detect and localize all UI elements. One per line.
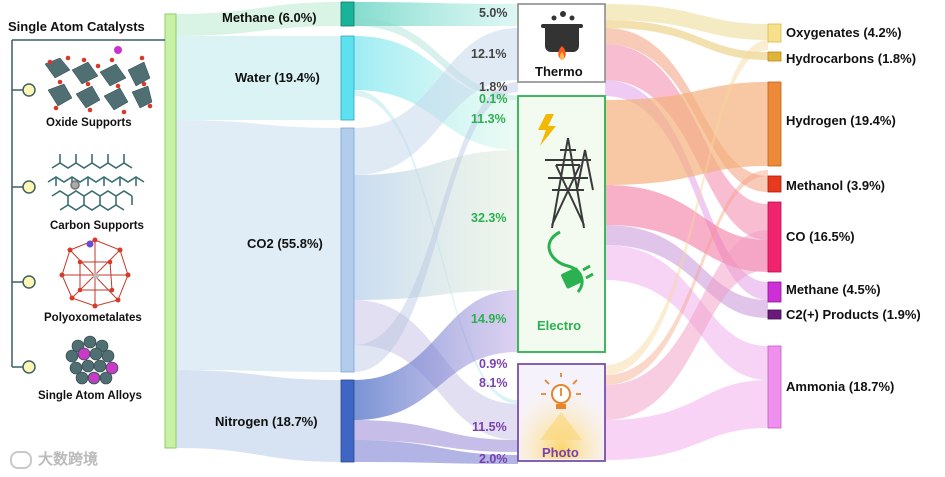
reactant-label-nitrogen: Nitrogen (18.7%) — [215, 414, 318, 429]
polyoxometalates-icon — [59, 237, 131, 309]
thermo-box — [517, 3, 606, 83]
flow-label-thermo: 12.1% — [471, 47, 507, 61]
node-methanol — [767, 175, 782, 193]
electro-box — [517, 95, 606, 353]
support-label-polyoxometalates: Polyoxometalates — [44, 312, 142, 324]
catalysis-label-electro: Electro — [537, 318, 582, 333]
source-flows — [176, 2, 341, 462]
node-ammonia — [767, 345, 782, 429]
single-atom-alloys-icon — [65, 335, 119, 385]
node-hydrocarbons — [767, 51, 782, 62]
catalysis-label-thermo: Thermo — [535, 64, 583, 79]
product-label-hydrogen: Hydrogen (19.4%) — [786, 113, 896, 128]
node-water — [340, 35, 355, 121]
plug-icon — [561, 264, 594, 289]
node-nitrogen — [340, 379, 355, 463]
flow-label-photo: 8.1% — [479, 376, 508, 390]
node-co — [767, 201, 782, 273]
support-label-alloys: Single Atom Alloys — [38, 390, 142, 402]
tree-node-icon — [22, 83, 36, 97]
product-label-methanol: Methanol (3.9%) — [786, 178, 885, 193]
flow-label-photo: 2.0% — [479, 452, 508, 466]
node-hydrogen — [767, 81, 782, 167]
flow-label-electro: 32.3% — [471, 211, 507, 225]
node-c2-products — [767, 309, 782, 320]
reactant-label-co2: CO2 (55.8%) — [247, 236, 323, 251]
product-label-hydrocarbons: Hydrocarbons (1.8%) — [786, 51, 917, 66]
watermark-logo-icon — [10, 451, 32, 470]
node-co2 — [340, 127, 355, 373]
catalysis-product-flows — [605, 4, 768, 460]
flow-label-thermo: 1.8% — [479, 80, 508, 94]
pot-flame-icon — [541, 11, 583, 60]
node-oxygenates — [767, 23, 782, 43]
product-label-c2-products: C2(+) Products (1.9%) — [786, 307, 921, 322]
watermark: 大数跨境 — [10, 448, 98, 470]
flow-label-thermo: 5.0% — [479, 6, 508, 20]
node-methane-product — [767, 281, 782, 303]
photo-box — [517, 363, 606, 462]
tree-node-icon — [22, 180, 36, 194]
oxide-supports-icon — [44, 46, 153, 115]
product-label-ammonia: Ammonia (18.7%) — [786, 379, 895, 394]
lightning-icon — [538, 114, 556, 146]
product-label-methane: Methane (4.5%) — [786, 282, 881, 297]
flow-label-electro: 0.1% — [479, 92, 508, 106]
flow-label-electro: 11.3% — [471, 112, 506, 126]
support-label-oxide: Oxide Supports — [46, 117, 132, 129]
reactant-label-methane: Methane (6.0%) — [222, 10, 317, 25]
tree-node-icon — [22, 360, 36, 374]
carbon-supports-icon — [47, 154, 145, 211]
page-title: Single Atom Catalysts — [8, 19, 145, 34]
product-nodes — [767, 23, 782, 429]
product-label-oxygenates: Oxygenates (4.2%) — [786, 25, 902, 40]
lightbulb-icon — [541, 373, 581, 409]
reactant-label-water: Water (19.4%) — [235, 70, 320, 85]
reactant-catalysis-flows — [354, 2, 518, 464]
source-bar — [164, 13, 177, 449]
flow-label-photo: 0.9% — [479, 357, 508, 371]
node-methane — [340, 1, 355, 27]
catalysis-label-photo: Photo — [542, 445, 579, 460]
reactant-nodes — [340, 1, 355, 463]
support-label-carbon: Carbon Supports — [50, 220, 144, 232]
product-label-co: CO (16.5%) — [786, 229, 855, 244]
power-tower-icon — [545, 137, 594, 229]
flow-label-photo: 11.5% — [472, 420, 507, 434]
tree-node-icon — [22, 275, 36, 289]
flow-label-electro: 14.9% — [471, 312, 507, 326]
